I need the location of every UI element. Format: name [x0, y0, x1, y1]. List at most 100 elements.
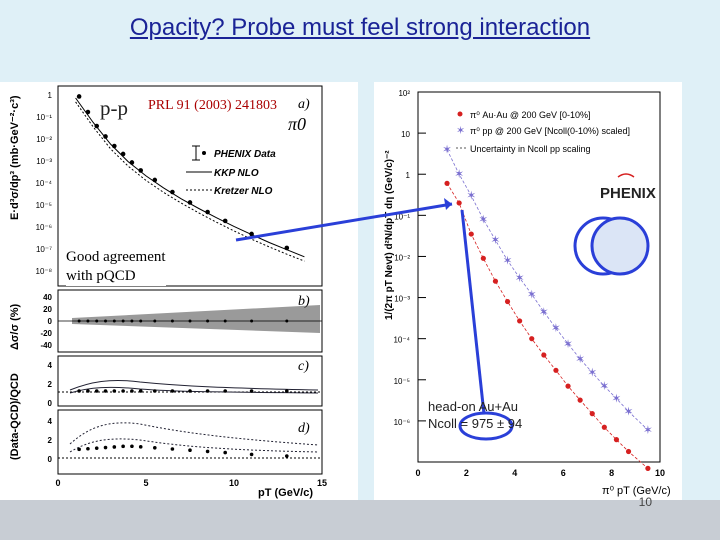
auau-point: [541, 352, 547, 358]
y-tick-label-right: 10⁻¹: [394, 212, 410, 221]
pp-point: ✶: [643, 423, 653, 437]
auau-point: [468, 231, 474, 237]
y-tick-label-b: 40: [43, 293, 52, 302]
pp-point: ✶: [454, 167, 464, 181]
auau-point: [517, 318, 523, 324]
y-tick-label-b: -20: [40, 329, 52, 338]
pp-point: ✶: [442, 142, 452, 156]
ratio-point-c: [285, 389, 289, 393]
ratio-point-d: [223, 450, 227, 455]
y-tick-label-c: 2: [48, 380, 53, 389]
pp-point: ✶: [466, 189, 476, 203]
ratio-point-d: [86, 446, 90, 451]
phenix-data-point: [222, 218, 228, 224]
ratio-point-c: [138, 389, 143, 393]
auau-point: [601, 424, 607, 430]
ratio-point-c: [77, 389, 81, 393]
y-tick-label-c: 0: [48, 399, 53, 408]
left-y-label-b: Δσ/σ (%): [9, 303, 21, 350]
panel-d-frame: [57, 409, 323, 475]
ratio-point-b: [121, 319, 125, 323]
pp-point: ✶: [527, 287, 537, 301]
headon-line-2: Ncoll = 975 ± 94: [428, 416, 523, 431]
headon-line-1: head-on Au+Au: [428, 399, 518, 414]
ratio-point-d: [153, 446, 157, 450]
y-tick-label-a: 10⁻⁵: [36, 201, 52, 210]
panel-a-label: a): [298, 97, 310, 112]
arrow-to-pp: [235, 202, 453, 242]
legend-kretzer: Kretzer NLO: [214, 186, 273, 197]
pp-point: ✶: [611, 392, 621, 406]
right-y-label: 1/(2π pT Nevt) d²N/dpT dη (GeV/c)⁻²: [384, 150, 395, 320]
panel-c-label: c): [298, 359, 309, 374]
pp-point: ✶: [587, 366, 597, 380]
auau-point: [589, 411, 595, 417]
auau-point: [480, 255, 486, 261]
x-tick-label-right: 8: [609, 468, 614, 478]
right-x-label: π⁰ pT (GeV/c): [602, 485, 671, 497]
ratio-point-c: [86, 389, 90, 393]
ratio-point-d: [170, 447, 175, 451]
auau-point: [504, 298, 511, 305]
ratio-point-b: [86, 319, 90, 323]
legend-uncertainty: Uncertainty in Ncoll pp scaling: [470, 144, 591, 154]
pp-point: ✶: [551, 321, 561, 335]
agreement-line-1: Good agreement: [66, 249, 166, 265]
pp-point: ✶: [503, 253, 513, 267]
ratio-point-c: [188, 389, 192, 393]
systematic-band: [72, 305, 320, 333]
collision-discs-icon: [573, 216, 650, 276]
x-tick-label-right: 4: [512, 468, 517, 478]
panel-c-frame: [57, 355, 323, 407]
x-tick-label-left: 10: [229, 478, 239, 488]
y-tick-label-a: 10⁻⁷: [36, 245, 52, 254]
y-tick-label-b: -40: [40, 341, 52, 350]
y-tick-label-right: 10⁻²: [394, 253, 410, 262]
ratio-point-c: [103, 389, 108, 393]
ratio-point-b: [223, 319, 227, 323]
ratio-point-d: [138, 445, 143, 449]
y-tick-label-a: 10⁻⁴: [35, 179, 52, 188]
y-tick-label-a: 10⁻²: [36, 135, 52, 144]
y-tick-label-right: 10⁻⁵: [394, 377, 410, 386]
panel-a-series: [75, 94, 305, 262]
svg-text:PHENIX: PHENIX: [600, 185, 656, 202]
right-axis-ticks: 10² 10 1 10⁻¹ 10⁻² 10⁻³ 10⁻⁴ 10⁻⁵ 10⁻⁶ 0 2 4 6 8 10: [393, 89, 665, 478]
pp-point: ✶: [599, 379, 609, 393]
panel-d-label: d): [298, 421, 310, 436]
ratio-point-b: [170, 319, 174, 323]
ratio-point-d: [188, 448, 192, 453]
right-series: ✶✶✶✶✶✶✶✶✶✶✶✶✶✶✶✶✶: [442, 142, 653, 471]
y-tick-label-right: 10⁻³: [394, 295, 410, 304]
y-tick-label-right: 1: [406, 171, 411, 180]
y-tick-label-a: 1: [48, 91, 53, 100]
y-tick-label-b: 0: [48, 317, 53, 326]
right-plot-frame: [417, 91, 661, 463]
y-tick-label-a: 10⁻³: [36, 157, 52, 166]
ratio-point-c: [205, 389, 210, 393]
y-tick-label-d: 4: [48, 417, 53, 426]
x-tick-label-left: 5: [143, 478, 148, 488]
ratio-point-b: [250, 319, 254, 323]
x-tick-label-right: 10: [655, 468, 665, 478]
agreement-line-2: with pQCD: [66, 268, 136, 284]
ratio-point-b: [285, 319, 289, 323]
y-tick-label-right: 10⁻⁶: [394, 418, 410, 427]
left-axis-ticks: 110⁻¹10⁻²10⁻³10⁻⁴10⁻⁵10⁻⁶10⁻⁷10⁻⁸40200-2…: [35, 91, 327, 488]
pp-band-curve: [446, 149, 649, 431]
phenix-data-point: [76, 94, 82, 99]
left-x-label: pT (GeV/c): [258, 487, 313, 499]
pp-point: ✶: [624, 404, 634, 418]
page-number: 10: [638, 495, 652, 509]
auau-point: [577, 397, 583, 403]
pp-label: p-p: [100, 96, 128, 120]
legend-phenix-data: PHENIX Data: [214, 149, 276, 160]
ratio-point-b: [112, 319, 116, 323]
ratio-point-c: [249, 389, 254, 393]
pp-point: ✶: [490, 233, 500, 247]
ratio-point-b: [95, 319, 99, 323]
ratio-point-c: [112, 389, 117, 393]
arrow-head: [444, 198, 452, 210]
x-tick-label-right: 0: [415, 468, 420, 478]
right-figure-panel: [374, 82, 682, 500]
